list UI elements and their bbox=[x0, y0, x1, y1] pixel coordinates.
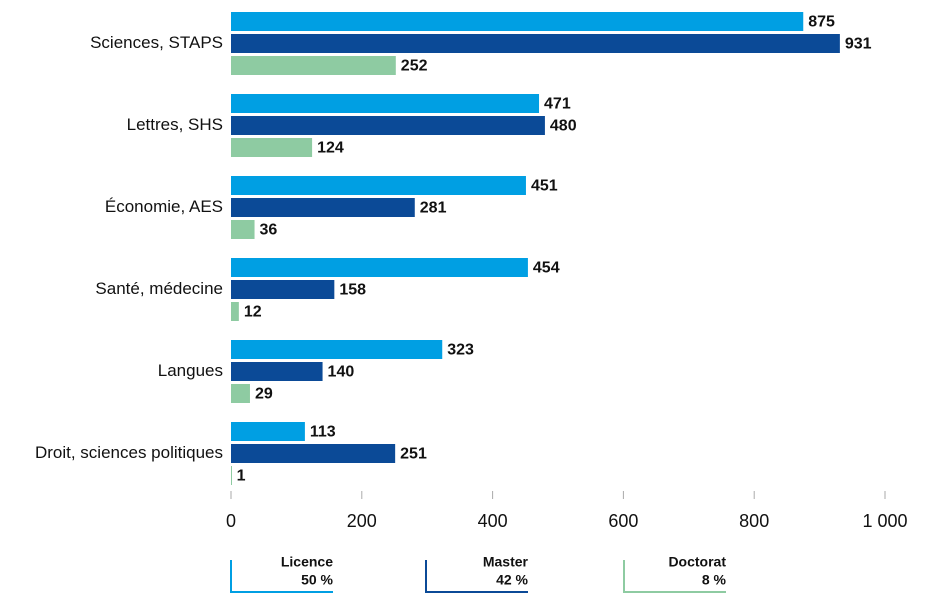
value-label: 29 bbox=[255, 386, 273, 403]
category-label: Économie, AES bbox=[105, 197, 223, 216]
bar bbox=[231, 444, 396, 463]
value-label: 454 bbox=[533, 260, 560, 277]
category-label: Droit, sciences politiques bbox=[35, 443, 223, 462]
bar bbox=[231, 34, 840, 53]
bar bbox=[231, 198, 415, 217]
category-label: Santé, médecine bbox=[95, 279, 223, 298]
x-tick-label: 600 bbox=[608, 511, 638, 531]
bar bbox=[231, 280, 335, 299]
value-label: 140 bbox=[328, 364, 355, 381]
x-tick-label: 200 bbox=[347, 511, 377, 531]
value-label: 451 bbox=[531, 178, 558, 195]
bar bbox=[231, 258, 528, 277]
value-label: 1 bbox=[237, 468, 246, 485]
x-tick-label: 1 000 bbox=[862, 511, 907, 531]
value-label: 251 bbox=[400, 446, 427, 463]
value-label: 323 bbox=[447, 342, 474, 359]
bar bbox=[231, 12, 804, 31]
bar bbox=[231, 422, 305, 441]
value-label: 12 bbox=[244, 304, 262, 321]
bar bbox=[231, 116, 545, 135]
legend-swatch bbox=[230, 560, 333, 593]
value-label: 158 bbox=[339, 282, 366, 299]
legend-swatch bbox=[623, 560, 726, 593]
bar bbox=[231, 176, 526, 195]
value-label: 480 bbox=[550, 118, 577, 135]
bar bbox=[231, 138, 313, 157]
bar bbox=[231, 466, 232, 485]
legend-label: Master bbox=[483, 554, 529, 570]
value-label: 875 bbox=[808, 14, 835, 31]
x-tick-label: 0 bbox=[226, 511, 236, 531]
category-label: Sciences, STAPS bbox=[90, 33, 223, 52]
value-label: 113 bbox=[310, 424, 336, 441]
value-label: 252 bbox=[401, 58, 428, 75]
legend-label: Doctorat bbox=[668, 554, 726, 570]
value-label: 931 bbox=[845, 36, 872, 53]
legend-share: 50 % bbox=[301, 572, 333, 588]
value-label: 281 bbox=[420, 200, 447, 217]
x-tick-label: 400 bbox=[478, 511, 508, 531]
value-label: 471 bbox=[544, 96, 571, 113]
x-tick-label: 800 bbox=[739, 511, 769, 531]
legend-share: 42 % bbox=[496, 572, 528, 588]
category-label: Lettres, SHS bbox=[127, 115, 223, 134]
legend-share: 8 % bbox=[702, 572, 727, 588]
value-label: 36 bbox=[260, 222, 278, 239]
bar bbox=[231, 220, 255, 239]
value-label: 124 bbox=[317, 140, 344, 157]
bar bbox=[231, 94, 540, 113]
legend-label: Licence bbox=[281, 554, 333, 570]
bar bbox=[231, 56, 396, 75]
bar bbox=[231, 362, 323, 381]
bar bbox=[231, 384, 250, 403]
category-label: Langues bbox=[158, 361, 223, 380]
bar bbox=[231, 302, 239, 321]
bar bbox=[231, 340, 443, 359]
legend-swatch bbox=[425, 560, 528, 593]
